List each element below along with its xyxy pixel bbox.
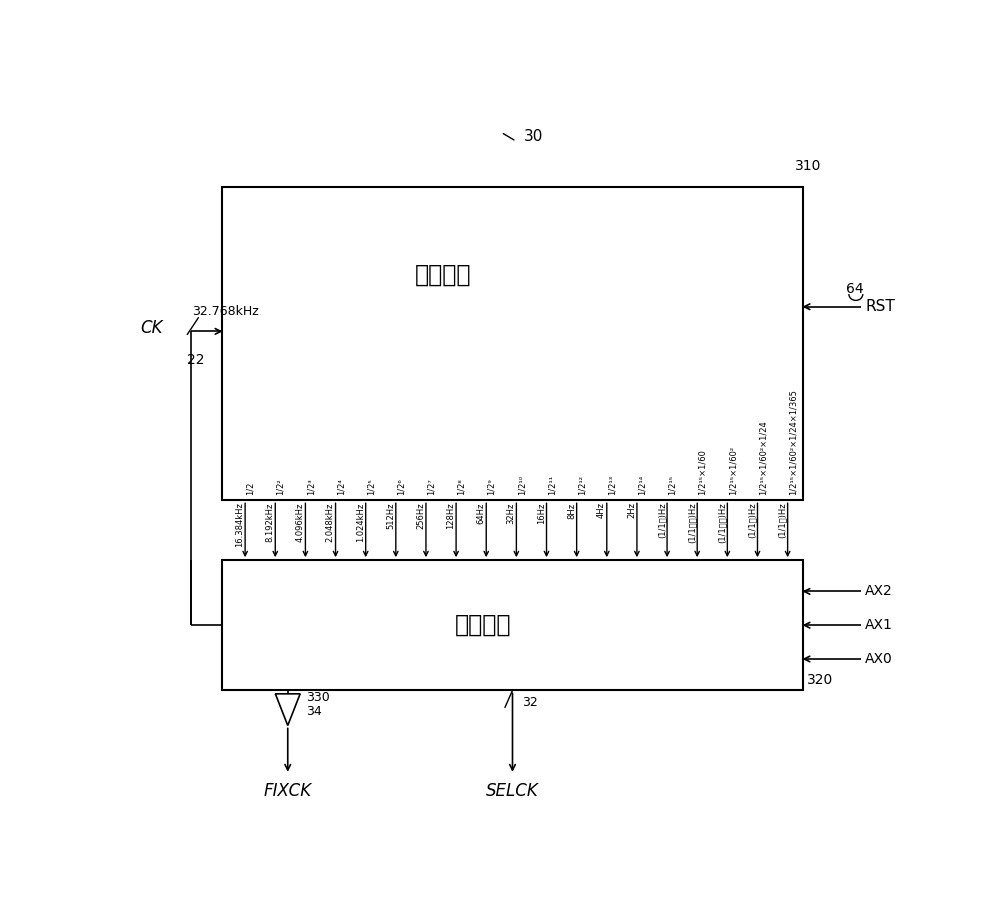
Text: 4.096kHz: 4.096kHz bbox=[296, 503, 305, 542]
Text: 1/2⁶: 1/2⁶ bbox=[397, 478, 406, 494]
Text: 128Hz: 128Hz bbox=[446, 503, 455, 529]
Text: 330: 330 bbox=[306, 691, 330, 704]
Text: 1/2¹⁴: 1/2¹⁴ bbox=[638, 474, 647, 494]
Text: 32.768kHz: 32.768kHz bbox=[192, 305, 259, 318]
Text: 512Hz: 512Hz bbox=[386, 503, 395, 529]
Text: (1/1小時)Hz: (1/1小時)Hz bbox=[718, 503, 727, 543]
Text: FIXCK: FIXCK bbox=[264, 781, 312, 800]
Text: 32: 32 bbox=[522, 696, 538, 709]
Text: SELCK: SELCK bbox=[486, 781, 539, 800]
Text: 1/2¹¹: 1/2¹¹ bbox=[547, 474, 556, 494]
Text: 64: 64 bbox=[846, 282, 863, 296]
Text: 310: 310 bbox=[795, 159, 822, 173]
Text: 1/2¹⁰: 1/2¹⁰ bbox=[517, 474, 526, 494]
Text: 1/2⁸: 1/2⁸ bbox=[457, 478, 466, 494]
Text: 16.384kHz: 16.384kHz bbox=[235, 503, 244, 547]
Text: 1/2¹⁵×1/60²×1/24: 1/2¹⁵×1/60²×1/24 bbox=[758, 420, 767, 494]
Text: 1/2¹²: 1/2¹² bbox=[577, 474, 586, 494]
Text: (1/1秒)Hz: (1/1秒)Hz bbox=[657, 503, 666, 538]
Text: 1/2⁴: 1/2⁴ bbox=[336, 478, 345, 494]
Text: 1/2⁹: 1/2⁹ bbox=[487, 478, 496, 494]
Text: 1/2: 1/2 bbox=[246, 482, 255, 494]
Text: 320: 320 bbox=[807, 673, 833, 686]
Text: 256Hz: 256Hz bbox=[416, 503, 425, 529]
Text: 32Hz: 32Hz bbox=[507, 503, 516, 524]
Text: 64Hz: 64Hz bbox=[476, 503, 485, 524]
Text: 分頻電路: 分頻電路 bbox=[415, 263, 471, 287]
Bar bbox=[222, 187, 803, 500]
Text: 1/2⁵: 1/2⁵ bbox=[366, 478, 375, 494]
Text: (1/1年)Hz: (1/1年)Hz bbox=[778, 503, 787, 538]
Text: 1/2¹⁵×1/60²×1/24×1/365: 1/2¹⁵×1/60²×1/24×1/365 bbox=[788, 388, 797, 494]
Text: AX2: AX2 bbox=[865, 584, 893, 599]
Text: 選擇電路: 選擇電路 bbox=[455, 613, 512, 637]
Text: 34: 34 bbox=[306, 705, 322, 717]
Text: 8Hz: 8Hz bbox=[567, 503, 576, 518]
Text: 1/2¹⁵×1/60: 1/2¹⁵×1/60 bbox=[698, 449, 707, 494]
Text: (1/1分鐘)Hz: (1/1分鐘)Hz bbox=[687, 503, 696, 543]
Text: 2Hz: 2Hz bbox=[627, 503, 636, 518]
Text: 16Hz: 16Hz bbox=[537, 503, 546, 524]
Text: 22: 22 bbox=[187, 353, 205, 367]
Text: RST: RST bbox=[865, 299, 895, 314]
Text: 1/2⁷: 1/2⁷ bbox=[427, 478, 436, 494]
Text: CK: CK bbox=[140, 319, 163, 337]
Text: 1.024kHz: 1.024kHz bbox=[356, 503, 365, 542]
Text: (1/1天)Hz: (1/1天)Hz bbox=[748, 503, 757, 538]
Text: 1/2¹⁵: 1/2¹⁵ bbox=[668, 474, 677, 494]
Text: 4Hz: 4Hz bbox=[597, 503, 606, 518]
Text: AX0: AX0 bbox=[865, 652, 893, 666]
Text: 1/2²: 1/2² bbox=[276, 478, 285, 494]
Text: 2.048kHz: 2.048kHz bbox=[326, 503, 335, 542]
Text: 8.192kHz: 8.192kHz bbox=[265, 503, 274, 542]
Text: 30: 30 bbox=[524, 129, 544, 143]
Text: AX1: AX1 bbox=[865, 618, 893, 632]
Text: 1/2¹⁵×1/60²: 1/2¹⁵×1/60² bbox=[728, 445, 737, 494]
Text: 1/2³: 1/2³ bbox=[306, 478, 315, 494]
Text: 1/2¹³: 1/2¹³ bbox=[608, 474, 617, 494]
Bar bbox=[222, 560, 803, 690]
